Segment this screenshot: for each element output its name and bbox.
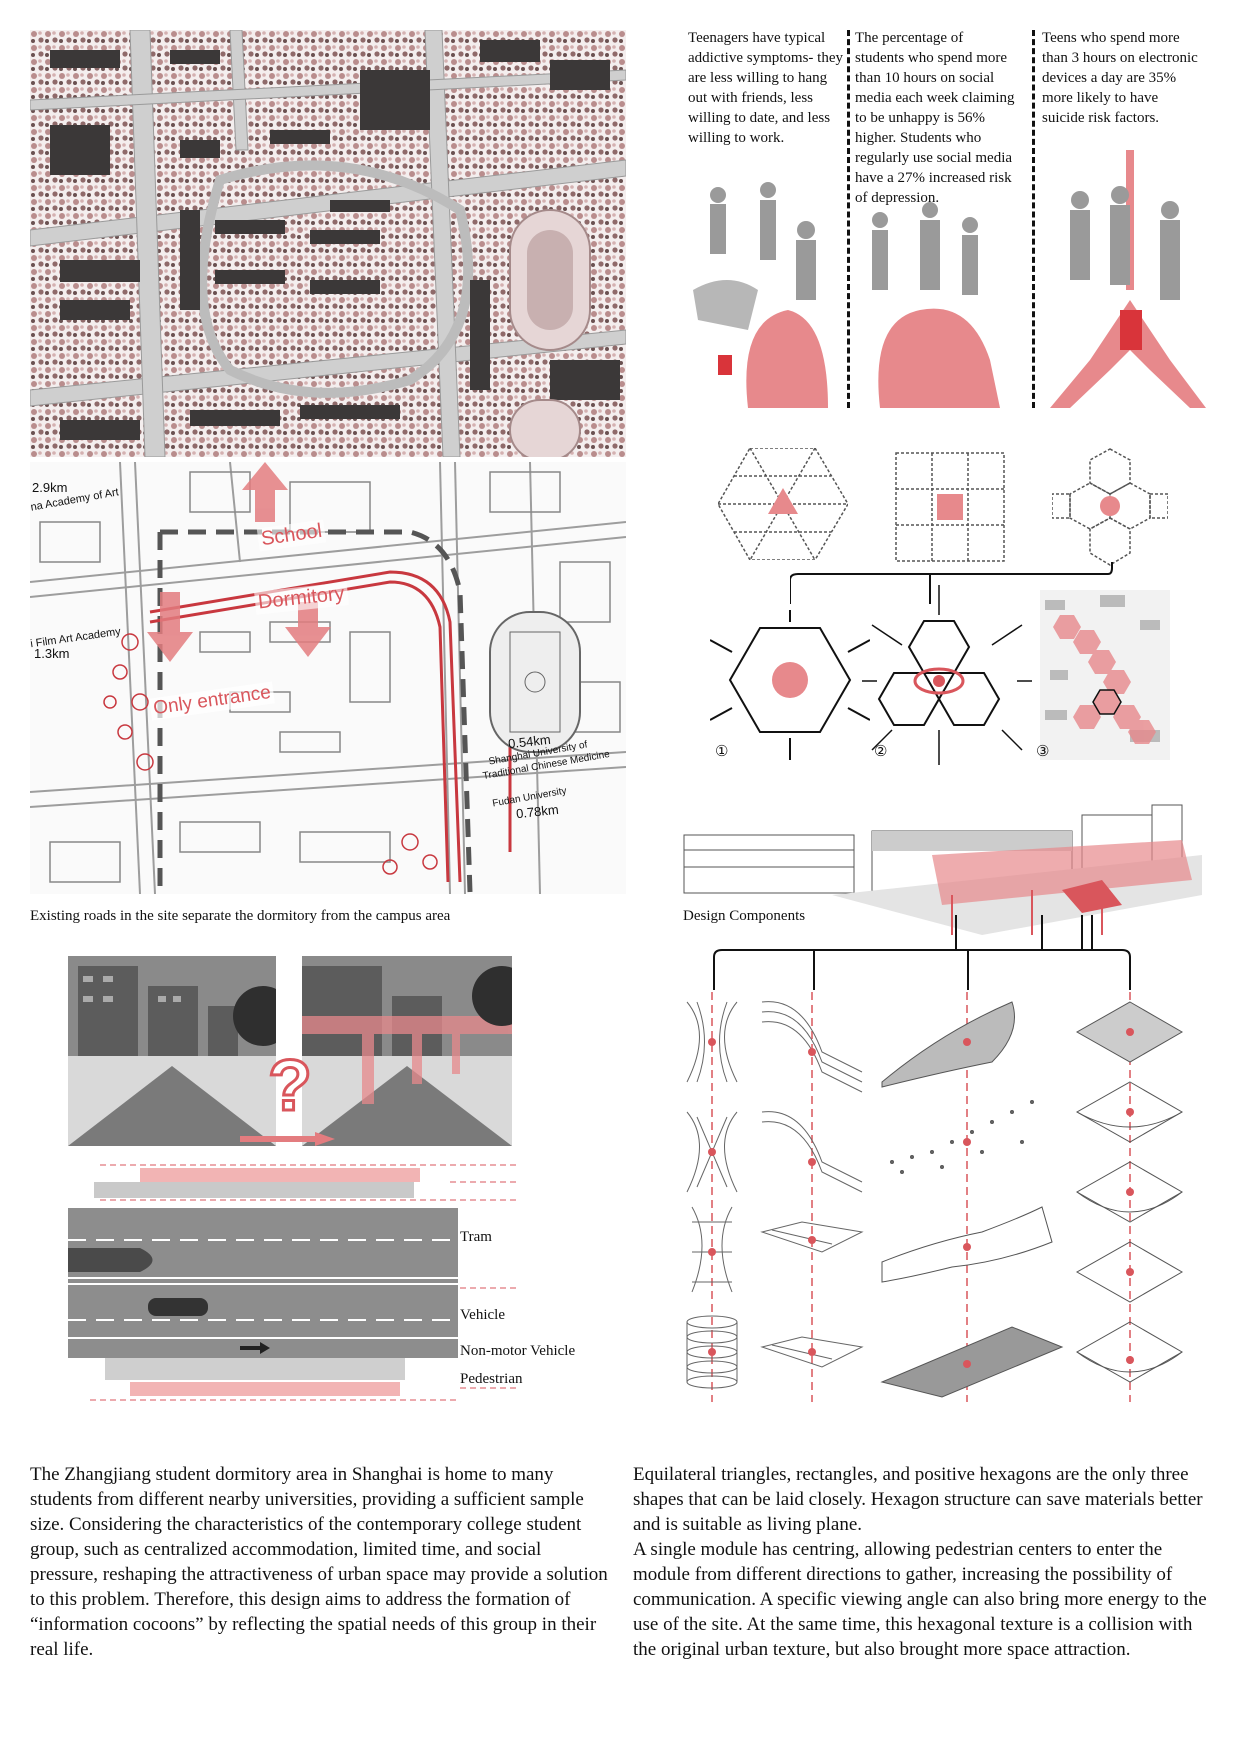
paragraph-right-1: Equilateral triangles, rectangles, and p…: [633, 1464, 1203, 1535]
module-number-3: ③: [1036, 744, 1050, 760]
triangle-tiling-diagram: [718, 448, 848, 560]
stat-divider-2: [1032, 30, 1035, 408]
lane-label-vehicle: Vehicle: [460, 1307, 505, 1323]
street-photo-before: [68, 956, 276, 1146]
hexagon-tiling-diagram: [1052, 448, 1168, 566]
stat-text-3: Teens who spend more than 3 hours on ele…: [1042, 30, 1198, 126]
map-label-film-academy-distance: 1.3km: [34, 646, 70, 661]
lane-label-non-motor: Non-motor Vehicle: [460, 1343, 576, 1359]
design-components-caption: Design Components: [683, 908, 806, 924]
street-photo-after: [302, 956, 512, 1146]
question-mark: ?: [267, 1046, 314, 1126]
module-number-2: ②: [874, 744, 888, 760]
structural-components-grid: [682, 992, 1202, 1402]
stat-text-2: The percentage of students who spend mor…: [855, 30, 1015, 206]
module-number-1: ①: [715, 744, 729, 760]
paragraph-right-2: A single module has centring, allowing p…: [633, 1539, 1207, 1660]
design-perspective-render: [682, 795, 1202, 935]
stat-text-1: Teenagers have typical addictive symptom…: [688, 30, 843, 146]
paragraph-left: The Zhangjiang student dormitory area in…: [30, 1464, 608, 1660]
tiling-connector: [790, 562, 1115, 604]
road-section-plan: [60, 1160, 520, 1404]
teens-illustration-2: [860, 200, 1020, 408]
map-label-art-academy-distance: 2.9km: [32, 480, 68, 495]
module-diagram-view: [862, 585, 1032, 765]
map-caption: Existing roads in the site separate the …: [30, 908, 451, 924]
teens-illustration-1: [688, 180, 844, 408]
teens-illustration-3: [1050, 150, 1206, 408]
lane-label-pedestrian: Pedestrian: [460, 1371, 523, 1387]
lane-label-tram: Tram: [460, 1229, 492, 1245]
square-tiling-diagram: [895, 452, 1005, 562]
components-connector: [712, 915, 1132, 990]
arrow-icon: [240, 1132, 335, 1146]
stat-divider-1: [847, 30, 850, 408]
aerial-map-image: [30, 30, 626, 457]
module-diagram-gather: [710, 610, 870, 760]
site-context-map: School Dormitory Only entrance 2.9km na …: [30, 462, 626, 894]
module-site-map: [1040, 590, 1170, 760]
